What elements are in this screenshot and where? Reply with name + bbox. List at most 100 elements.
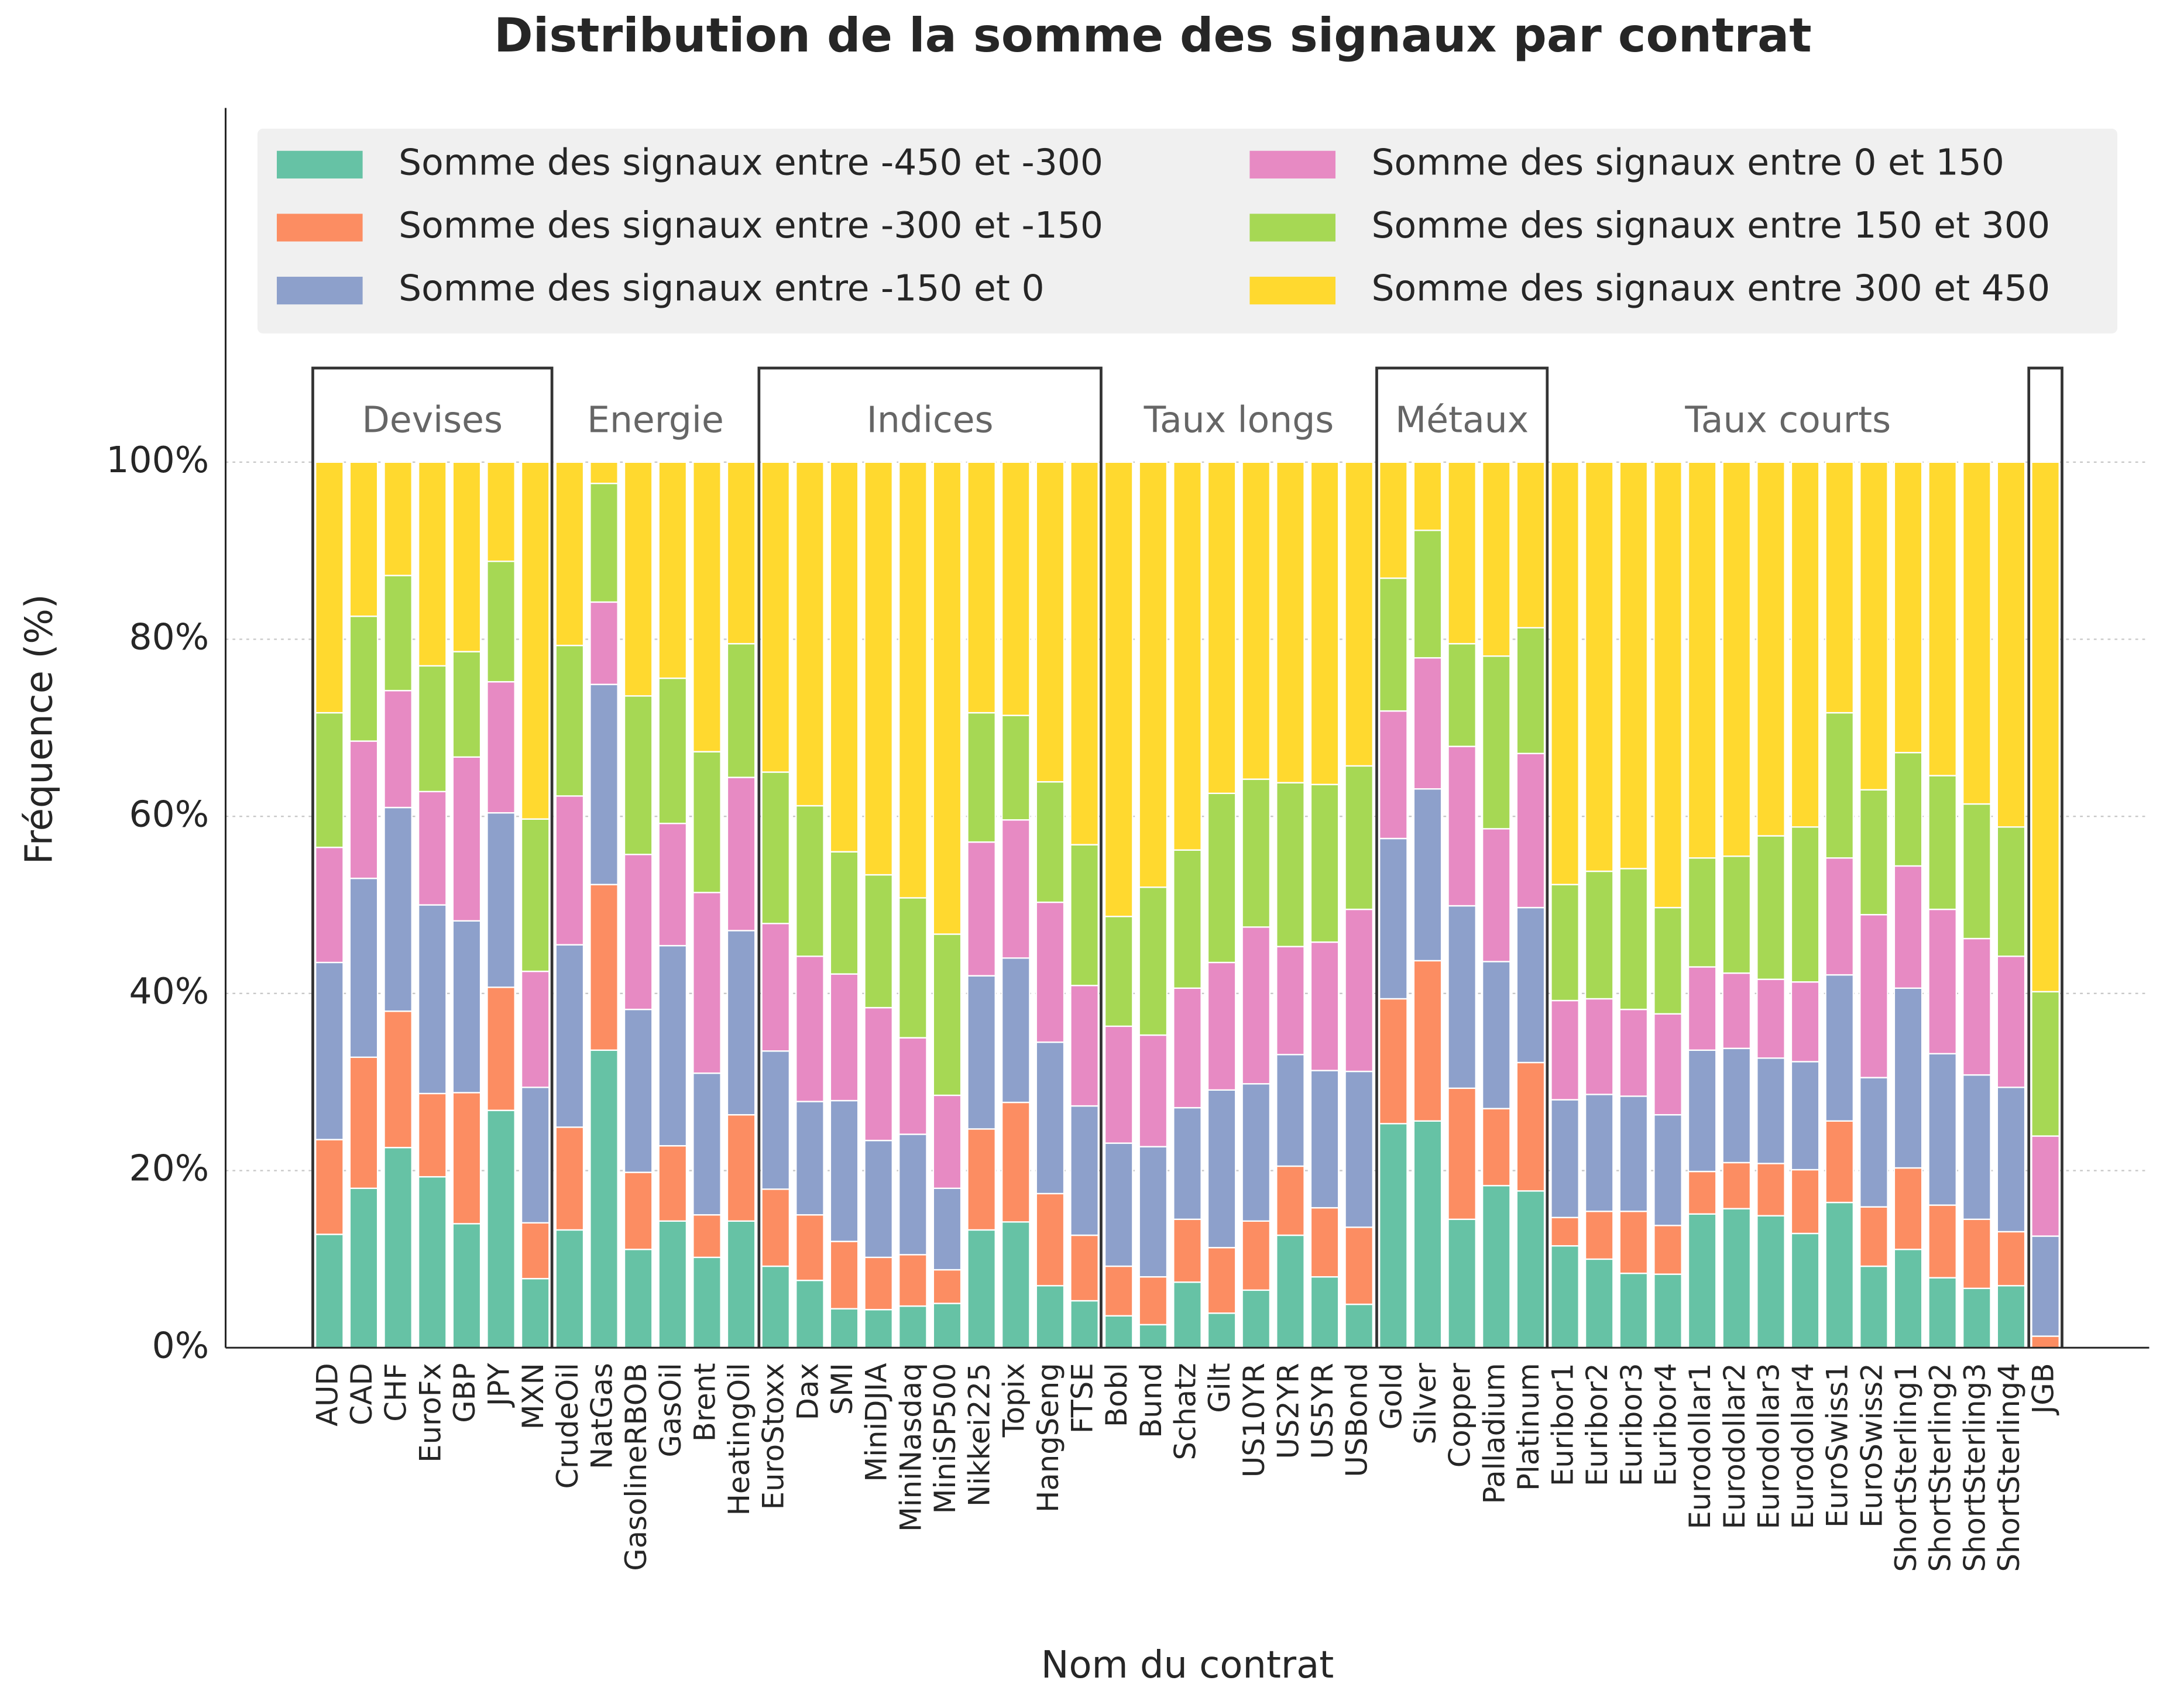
bar-segment bbox=[520, 818, 550, 972]
bar-segment bbox=[486, 561, 516, 683]
bar-segment bbox=[1173, 1106, 1202, 1220]
bar-segment bbox=[1276, 1234, 1305, 1349]
bar-segment bbox=[315, 461, 344, 714]
bar-segment bbox=[1653, 1114, 1683, 1226]
bar-segment bbox=[623, 854, 653, 1011]
bar-segment bbox=[1310, 1070, 1340, 1209]
bar-segment bbox=[1550, 1216, 1580, 1247]
bar-segment bbox=[623, 1171, 653, 1250]
bar-segment bbox=[829, 1240, 859, 1310]
group-box bbox=[2027, 366, 2063, 1348]
bar-segment bbox=[1138, 1276, 1168, 1326]
bar-segment bbox=[1653, 1273, 1683, 1349]
x-tick-label: NatGas bbox=[585, 1363, 619, 1469]
bar-segment bbox=[1241, 1220, 1271, 1291]
bar-segment bbox=[967, 461, 996, 714]
bar-segment bbox=[383, 806, 413, 1012]
bar-segment bbox=[967, 1128, 996, 1231]
bar-segment bbox=[898, 461, 928, 899]
bar-segment bbox=[1722, 461, 1752, 857]
bar-segment bbox=[1001, 461, 1031, 716]
bar-segment bbox=[1859, 1206, 1889, 1267]
bar-segment bbox=[1310, 1207, 1340, 1278]
bar-segment bbox=[2031, 1235, 2060, 1337]
bar-segment bbox=[726, 776, 756, 932]
bar-segment bbox=[315, 712, 344, 848]
legend-swatch bbox=[277, 150, 363, 179]
x-tick-label: EuroSwiss2 bbox=[1855, 1363, 1889, 1528]
bar-segment bbox=[1516, 906, 1546, 1064]
bar-segment bbox=[1722, 1208, 1752, 1349]
bar-segment bbox=[1825, 1201, 1855, 1349]
bar-segment bbox=[898, 1305, 928, 1349]
legend-box bbox=[257, 128, 2118, 334]
bar-segment bbox=[315, 961, 344, 1140]
bar-segment bbox=[1138, 886, 1168, 1036]
x-tick-label: ShortSterling2 bbox=[1924, 1363, 1958, 1572]
bar-segment bbox=[555, 1126, 585, 1231]
bar-segment bbox=[520, 1278, 550, 1349]
bar-segment bbox=[349, 877, 379, 1059]
group-label: Taux longs bbox=[1144, 399, 1334, 441]
y-tick-label: 80% bbox=[129, 617, 210, 658]
bar-segment bbox=[1241, 1083, 1271, 1222]
legend-label: Somme des signaux entre -150 et 0 bbox=[399, 268, 1045, 310]
bar-segment bbox=[1619, 1095, 1649, 1212]
bar-segment bbox=[726, 642, 756, 778]
bar-segment bbox=[1276, 1054, 1305, 1167]
bar-segment bbox=[1481, 1185, 1511, 1349]
bar-segment bbox=[1550, 884, 1580, 1002]
bar-segment bbox=[1035, 1192, 1065, 1287]
x-tick-label: Bund bbox=[1134, 1363, 1168, 1438]
bar-segment bbox=[692, 892, 722, 1074]
legend-swatch bbox=[277, 276, 363, 305]
x-tick-label: US10YR bbox=[1237, 1363, 1271, 1477]
bar-segment bbox=[864, 1308, 894, 1349]
bar-segment bbox=[1893, 461, 1923, 754]
bar-segment bbox=[692, 1256, 722, 1349]
bar-segment bbox=[1962, 461, 1992, 805]
x-tick-label: ShortSterling1 bbox=[1889, 1363, 1923, 1572]
x-tick-label: Copper bbox=[1443, 1363, 1477, 1468]
bar-segment bbox=[898, 1133, 928, 1256]
bar-segment bbox=[486, 681, 516, 814]
bar-segment bbox=[1550, 1245, 1580, 1349]
bar-segment bbox=[1756, 1163, 1786, 1216]
bar-segment bbox=[1722, 972, 1752, 1049]
bar-segment bbox=[1344, 461, 1374, 767]
x-tick-label: GBP bbox=[448, 1363, 482, 1422]
bar-segment bbox=[1241, 926, 1271, 1085]
x-tick-label: CrudeOil bbox=[551, 1363, 585, 1489]
bar-segment bbox=[726, 461, 756, 645]
bar-segment bbox=[1481, 655, 1511, 830]
bar-segment bbox=[795, 1214, 825, 1281]
x-tick-label: MiniDJIA bbox=[860, 1363, 894, 1482]
x-tick-label: EuroSwiss1 bbox=[1821, 1363, 1855, 1528]
bar-segment bbox=[1653, 906, 1683, 1015]
bar-segment bbox=[692, 751, 722, 893]
bar-segment bbox=[1070, 985, 1099, 1107]
bar-segment bbox=[349, 461, 379, 617]
bar-segment bbox=[1481, 828, 1511, 963]
bar-segment bbox=[1653, 1013, 1683, 1116]
x-axis-label: Nom du contrat bbox=[1041, 1644, 1334, 1687]
x-tick-label: JGB bbox=[2027, 1363, 2061, 1415]
bar-segment bbox=[1207, 1089, 1237, 1249]
bar-segment bbox=[1790, 1232, 1820, 1349]
bar-segment bbox=[1859, 1265, 1889, 1349]
bar-segment bbox=[658, 944, 688, 1147]
bar-segment bbox=[486, 987, 516, 1111]
bar-segment bbox=[1104, 1142, 1134, 1267]
bar-segment bbox=[1070, 461, 1099, 846]
bar-segment bbox=[1001, 1101, 1031, 1223]
bar-segment bbox=[1173, 1218, 1202, 1283]
bar-segment bbox=[486, 1109, 516, 1349]
bar-segment bbox=[1070, 1234, 1099, 1302]
bar-segment bbox=[1653, 1225, 1683, 1275]
x-tick-label: USBond bbox=[1340, 1363, 1374, 1477]
bar-segment bbox=[1962, 937, 1992, 1076]
x-tick-label: Euribor4 bbox=[1649, 1363, 1683, 1486]
bar-segment bbox=[1173, 849, 1202, 989]
bar-segment bbox=[589, 482, 619, 603]
bar-segment bbox=[1379, 1123, 1408, 1349]
